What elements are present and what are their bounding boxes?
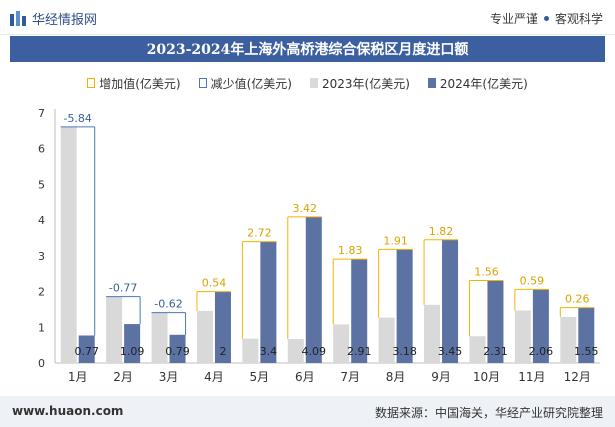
legend-item-2024: 2024年(亿美元)	[427, 74, 528, 92]
bar-2024	[487, 280, 504, 363]
increase-value-label: 0.59	[520, 274, 545, 287]
bar-2023	[151, 312, 168, 363]
bar-2023	[560, 316, 577, 363]
bar-2023	[333, 324, 350, 363]
y-tick-label: 7	[38, 107, 45, 120]
y-tick-label: 0	[38, 357, 45, 370]
data-source: 数据来源：中国海关，华经产业研究院整理	[374, 406, 603, 420]
bar-2024	[214, 291, 231, 363]
decrease-swatch-icon	[198, 78, 207, 88]
data-label-2024: 3.18	[392, 345, 417, 358]
data-label-2024: 4.09	[302, 345, 327, 358]
legend-item-2023: 2023年(亿美元)	[309, 74, 410, 92]
increase-value-label: 1.83	[338, 244, 363, 257]
y-tick-label: 2	[38, 286, 45, 299]
data-label-2024: 2.31	[483, 345, 508, 358]
data-label-2024: 2.91	[347, 345, 372, 358]
data-label-2024: 2	[219, 345, 226, 358]
increase-value-label: 1.56	[474, 266, 499, 279]
x-tick-label: 8月	[386, 370, 406, 384]
x-tick-label: 11月	[518, 370, 545, 384]
series-2023-swatch-icon	[309, 78, 318, 88]
bullet-dot-icon	[543, 16, 549, 21]
decrease-value-label: -0.62	[154, 298, 182, 311]
bar-2023	[287, 339, 304, 363]
logo-icon	[10, 10, 26, 27]
footer: www.huaon.com 数据来源：中国海关，华经产业研究院整理	[0, 396, 615, 427]
legend-item-increase: 增加值(亿美元)	[87, 74, 181, 92]
bar-2024	[124, 324, 141, 363]
brand-logo[interactable]: 华经情报网	[10, 9, 97, 28]
logo-text: 华经情报网	[32, 13, 98, 28]
bar-2023	[469, 336, 486, 363]
increase-value-label: 0.54	[202, 277, 227, 290]
x-tick-label: 3月	[159, 370, 179, 384]
increase-swatch-icon	[87, 78, 96, 88]
x-tick-label: 9月	[431, 370, 451, 384]
y-tick-label: 1	[38, 321, 45, 334]
legend-label-2023: 2023年(亿美元)	[321, 76, 410, 91]
x-tick-label: 2月	[113, 370, 133, 384]
bar-2024	[351, 259, 368, 363]
x-tick-label: 6月	[295, 370, 315, 384]
chart-legend: 增加值(亿美元) 减少值(亿美元) 2023年(亿美元) 2024年(亿美元)	[0, 74, 615, 92]
bar-2023	[60, 126, 77, 363]
x-tick-label: 1月	[68, 370, 88, 384]
y-tick-label: 4	[38, 214, 45, 227]
slogan: 专业严谨 客观科学	[490, 10, 603, 27]
increase-value-label: 1.91	[383, 234, 408, 247]
chart-title: 2023-2024年上海外高桥港综合保税区月度进口额	[10, 36, 605, 62]
data-label-2024: 0.79	[165, 345, 190, 358]
bar-2024	[442, 239, 459, 363]
data-label-2024: 2.06	[529, 345, 554, 358]
data-label-2024: 3.45	[438, 345, 463, 358]
x-tick-label: 12月	[564, 370, 591, 384]
bar-2023	[424, 304, 441, 363]
series-2024-swatch-icon	[427, 78, 436, 88]
bar-chart: 0 1 2 3 4 5 6 7 0.77 1月 -5.84 1.09 2月 -0.77 0.79 3月 -0.6…	[38, 107, 600, 384]
bar-2023	[196, 310, 213, 363]
legend-item-decrease: 减少值(亿美元)	[198, 74, 292, 92]
decrease-value-label: -5.84	[63, 112, 91, 125]
bar-2023	[106, 296, 123, 363]
x-tick-label: 7月	[340, 370, 360, 384]
bar-2023	[242, 338, 259, 363]
bar-2024	[396, 249, 413, 363]
bar-2024	[260, 241, 277, 363]
top-bar: 华经情报网 专业严谨 客观科学	[0, 0, 615, 35]
y-tick-label: 5	[38, 178, 45, 191]
bar-2023	[514, 310, 531, 363]
x-tick-label: 4月	[204, 370, 224, 384]
y-tick-label: 3	[38, 250, 45, 263]
decrease-value-label: -0.77	[109, 282, 137, 295]
increase-value-label: 3.42	[293, 202, 318, 215]
bar-2023	[378, 317, 395, 363]
bar-2024	[305, 216, 322, 363]
increase-value-label: 1.82	[429, 225, 454, 238]
legend-label-decrease: 减少值(亿美元)	[210, 76, 292, 91]
x-tick-label: 10月	[473, 370, 500, 384]
increase-value-label: 0.26	[565, 293, 590, 306]
y-tick-label: 6	[38, 143, 45, 156]
legend-label-2024: 2024年(亿美元)	[439, 76, 528, 91]
data-label-2024: 3.4	[260, 345, 278, 358]
data-label-2024: 0.77	[74, 345, 99, 358]
x-tick-label: 5月	[250, 370, 270, 384]
increase-value-label: 2.72	[247, 227, 272, 240]
data-label-2024: 1.55	[574, 345, 599, 358]
bar-2024	[532, 289, 549, 363]
website-link[interactable]: www.huaon.com	[12, 404, 124, 418]
bar-2024	[78, 335, 95, 363]
bar-2024	[169, 334, 186, 363]
bar-2024	[578, 307, 595, 363]
slogan-left: 专业严谨	[489, 12, 538, 26]
data-label-2024: 1.09	[120, 345, 145, 358]
legend-label-increase: 增加值(亿美元)	[99, 76, 181, 91]
slogan-right: 客观科学	[554, 12, 603, 26]
